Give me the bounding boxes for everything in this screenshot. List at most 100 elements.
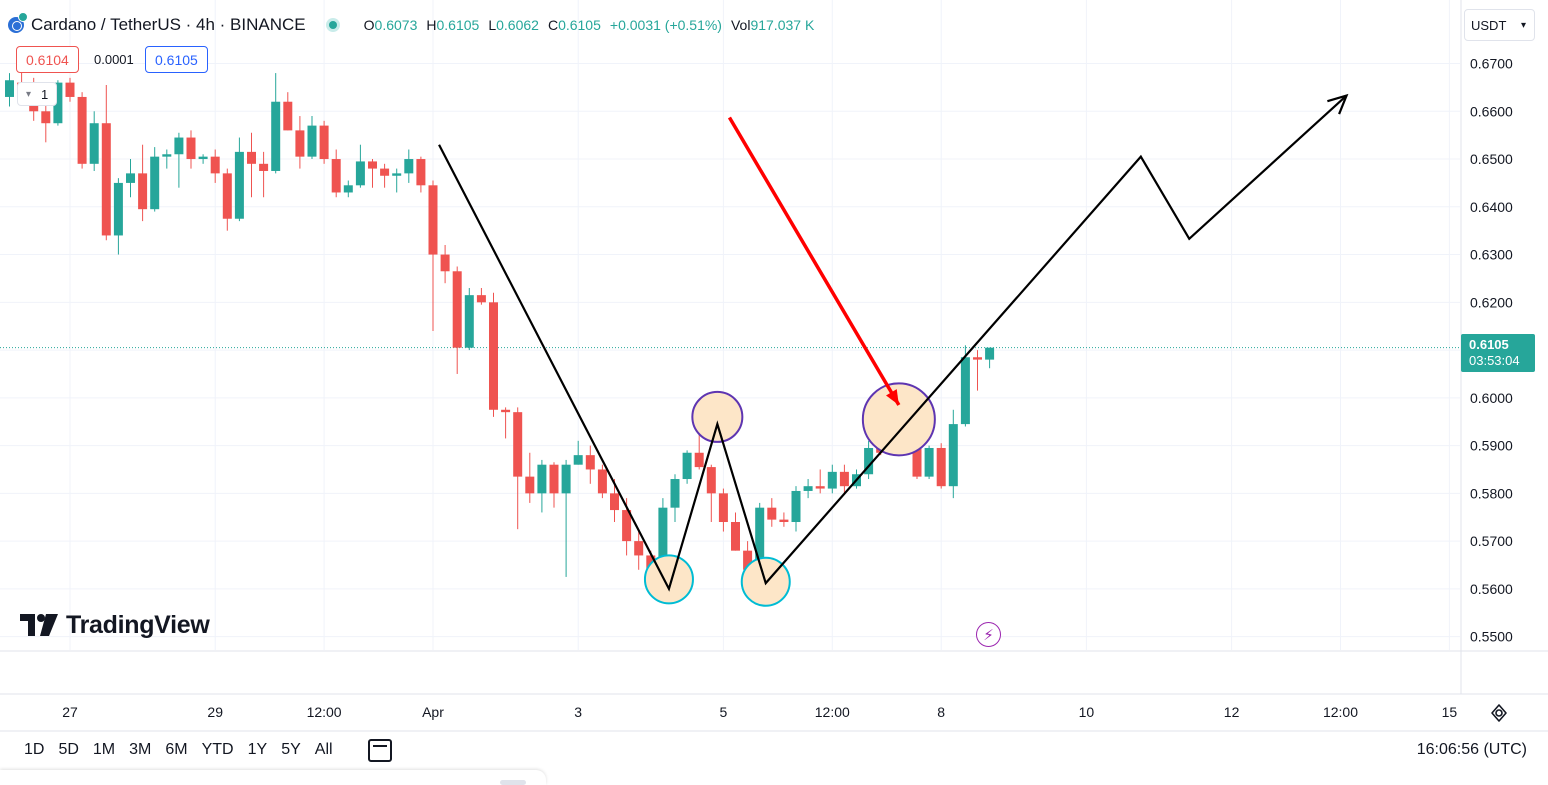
candle-up [573, 455, 583, 465]
tradingview-logo[interactable]: TradingView [20, 610, 210, 640]
time-tick-label: 8 [937, 704, 945, 720]
candle-up [271, 101, 281, 171]
candle-up [864, 447, 874, 475]
timeframe-1d[interactable]: 1D [24, 741, 45, 758]
candle-up [234, 151, 244, 219]
quantity-stepper[interactable]: ▾ 1 [17, 82, 57, 106]
candle-down [622, 510, 632, 542]
candle-up [126, 173, 135, 183]
time-tick-label: 12 [1224, 704, 1240, 720]
candle-down [513, 412, 523, 477]
timeframe-ytd[interactable]: YTD [201, 741, 234, 758]
candle-down [452, 271, 462, 348]
price-time-axes: 0.6700 0.6600 0.6500 0.6400 0.6300 0.6200 0.61… [0, 0, 1548, 732]
chart-header: Cardano / TetherUS · 4h · BINANCE O0.607… [8, 12, 814, 38]
price-tick-label: 0.5900 [1470, 438, 1513, 454]
time-tick-label: 12:00 [815, 704, 850, 720]
timeframe-all[interactable]: All [314, 741, 333, 758]
time-tick-label: 5 [720, 704, 728, 720]
highlight-circle-teal [643, 554, 694, 605]
candle-down [839, 471, 849, 487]
candle-down [694, 452, 704, 468]
price-tick-label: 0.6400 [1470, 199, 1513, 215]
timeframe-1y[interactable]: 1Y [247, 741, 268, 758]
time-tick-label: 29 [207, 704, 223, 720]
candle-up [198, 156, 208, 160]
candle-down [331, 159, 341, 193]
candles [5, 63, 995, 589]
candle-down [476, 295, 486, 303]
price-tick-label: 0.5800 [1470, 485, 1513, 501]
price-tick-label: 0.5700 [1470, 533, 1513, 549]
candle-down [815, 486, 825, 489]
candle-down [912, 445, 922, 477]
candle-up [658, 507, 668, 575]
candle-down [718, 493, 728, 523]
candle-down [65, 82, 75, 97]
price-tick-label: 0.5600 [1470, 581, 1513, 597]
panel-handle[interactable] [500, 780, 526, 785]
candle-up [537, 464, 547, 494]
symbol-title[interactable]: Cardano / TetherUS · 4h · BINANCE [31, 15, 306, 34]
price-tick-label: 0.6300 [1470, 247, 1513, 263]
timeframe-1m[interactable]: 1M [92, 741, 116, 758]
utc-clock[interactable]: 16:06:56 (UTC) [1416, 741, 1527, 758]
logo-text: TradingView [66, 610, 210, 639]
candle-down [138, 173, 148, 210]
candle-down [77, 96, 87, 164]
currency-select[interactable]: USDT ▾ [1464, 9, 1535, 41]
timeframe-5y[interactable]: 5Y [281, 741, 301, 758]
candle-up [960, 357, 970, 425]
candle-down [973, 357, 982, 360]
candle-up [404, 159, 414, 174]
candle-up [755, 507, 765, 570]
candle-down [368, 161, 377, 169]
axis-settings-icon[interactable] [1489, 703, 1509, 723]
price-tick-label: 0.6000 [1470, 390, 1513, 406]
candle-up [113, 182, 123, 236]
time-tick-label: Apr [422, 704, 444, 720]
timeframe-3m[interactable]: 3M [129, 741, 152, 758]
candle-down [186, 137, 196, 160]
calendar-icon[interactable] [368, 739, 392, 762]
candle-down [101, 123, 111, 236]
price-tick-label: 0.6500 [1470, 151, 1513, 167]
candle-up [162, 154, 172, 157]
drawing-annotations [438, 93, 1349, 607]
last-price: 0.6105 [1469, 337, 1509, 352]
time-tick-label: 27 [62, 704, 78, 720]
candle-down [283, 101, 293, 131]
candle-down [936, 447, 946, 487]
timeframe-5d[interactable]: 5D [58, 741, 79, 758]
candle-down [259, 163, 269, 171]
candle-down [416, 159, 426, 186]
cardano-icon[interactable] [8, 12, 28, 33]
candle-down [295, 130, 305, 157]
candle-down [610, 493, 619, 511]
tradingview-logo-icon [20, 614, 58, 636]
spread-value: 0.0001 [94, 52, 134, 67]
candle-up [682, 452, 692, 480]
lightning-icon[interactable]: ⚡ [976, 622, 1001, 647]
candle-down [525, 476, 535, 494]
candle-up [827, 471, 837, 489]
candle-down [380, 168, 390, 176]
time-tick-label: 15 [1442, 704, 1458, 720]
red-arrow-line [727, 116, 901, 406]
candle-up [561, 464, 571, 494]
candle-down [731, 522, 740, 551]
timeframe-6m[interactable]: 6M [165, 741, 188, 758]
currency-label: USDT [1471, 17, 1507, 33]
price-tick-label: 0.5500 [1470, 629, 1513, 645]
candle-down [41, 111, 51, 124]
candle-down [597, 469, 607, 494]
price-tick-label: 0.6600 [1470, 103, 1513, 119]
candle-up [670, 479, 680, 508]
candle-up [791, 490, 801, 523]
buy-button[interactable]: 0.6105 [145, 46, 208, 73]
ohlc-legend: O0.6073 H0.6105 L0.6062 C0.6105 +0.0031 … [363, 17, 815, 33]
candle-down [222, 173, 232, 219]
sell-button[interactable]: 0.6104 [16, 46, 79, 73]
time-tick-label: 10 [1079, 704, 1095, 720]
